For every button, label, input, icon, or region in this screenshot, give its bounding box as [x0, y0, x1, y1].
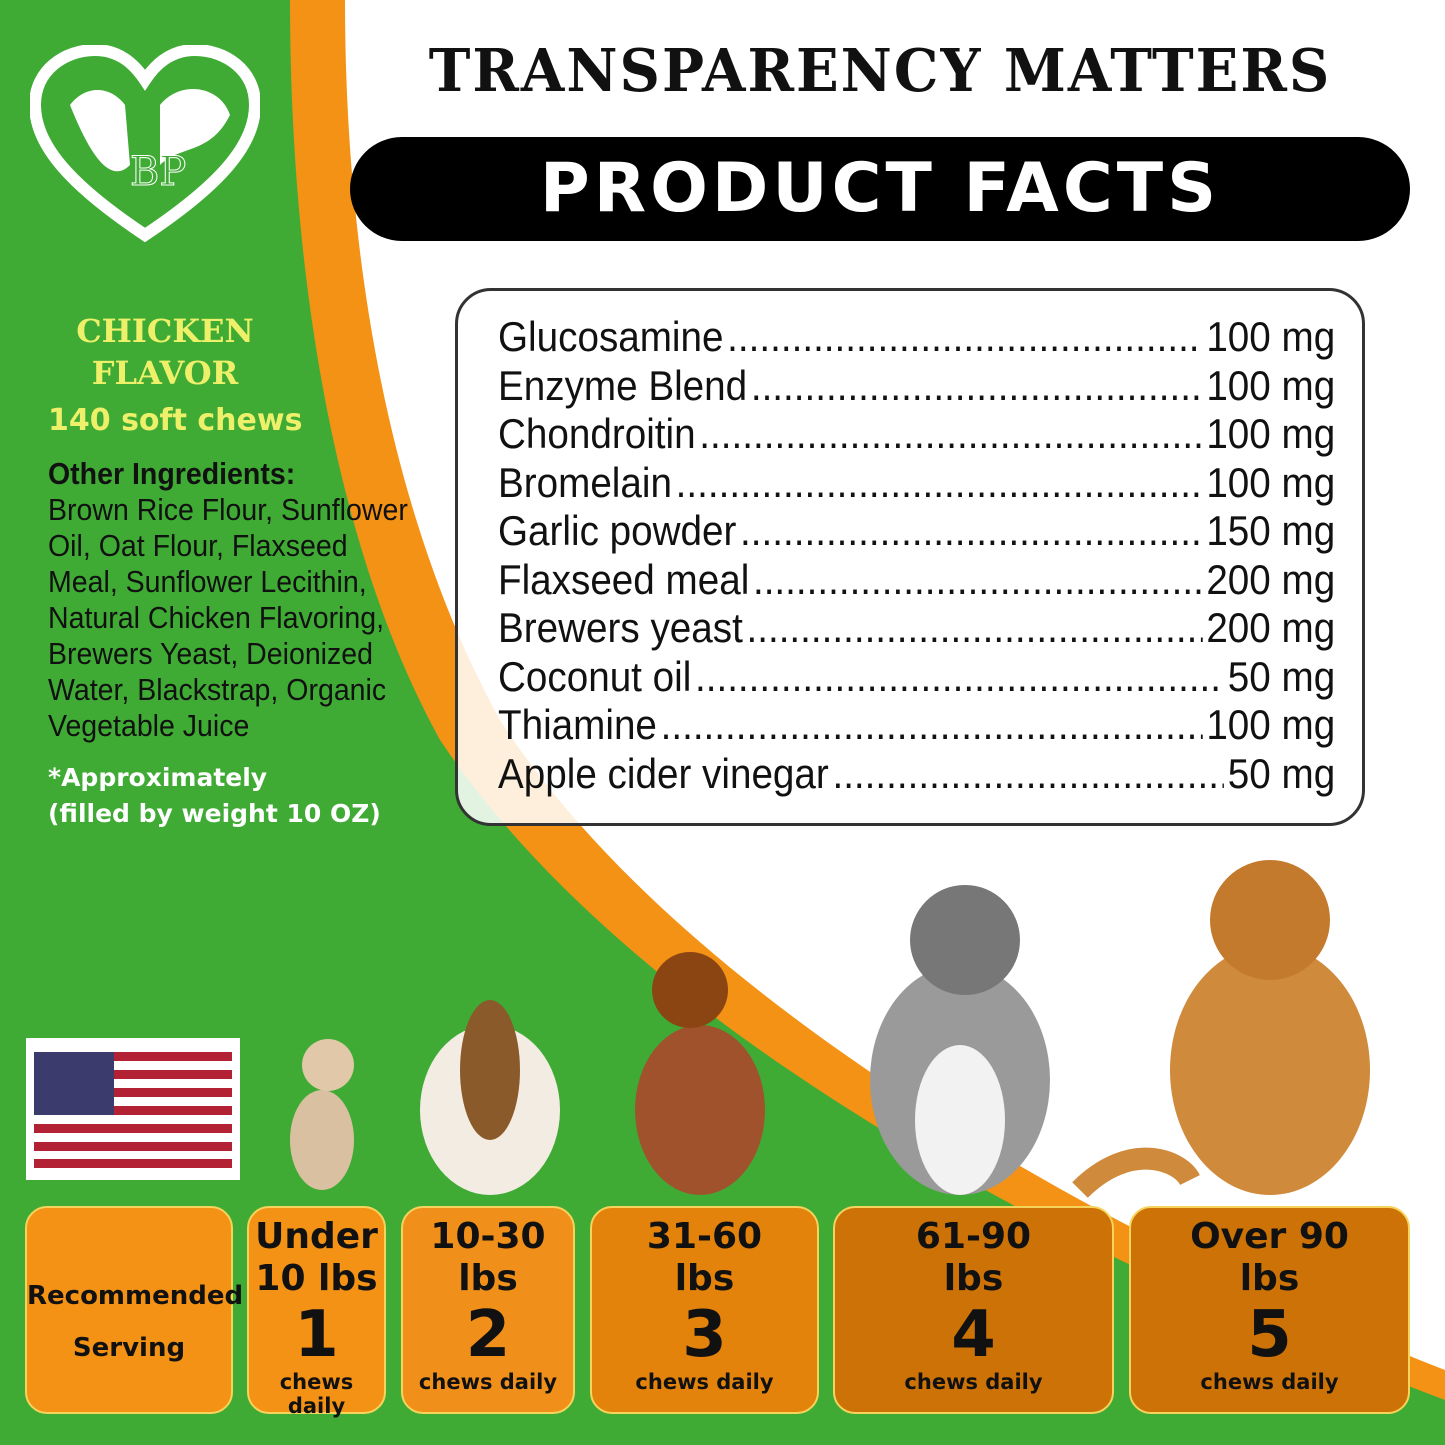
fact-row: Flaxseed meal 200 mg: [498, 556, 1335, 605]
cocker-spaniel-image: [635, 952, 765, 1195]
fact-amount: 100 mg: [1206, 410, 1336, 457]
dot-leader: [740, 507, 1203, 556]
fact-name: Flaxseed meal: [498, 555, 750, 603]
fact-row: Chondroitin 100 mg: [498, 410, 1335, 459]
fact-row: Brewers yeast 200 mg: [498, 604, 1335, 653]
fact-amount: 150 mg: [1206, 507, 1336, 554]
fact-name: Chondroitin: [498, 410, 696, 457]
fact-row: Apple cider vinegar 50 mg: [498, 750, 1335, 799]
flavor-label: CHICKEN FLAVOR: [40, 310, 290, 394]
fact-name: Thiamine: [498, 701, 657, 748]
shih-tzu-image: [420, 1000, 560, 1195]
fact-name: Garlic powder: [498, 507, 737, 554]
tier-unit: chews daily: [904, 1370, 1043, 1394]
tier-unit: chews daily: [1200, 1370, 1339, 1394]
fact-amount: 100 mg: [1206, 458, 1336, 506]
tier-count: 5: [1247, 1298, 1292, 1372]
fact-amount: 200 mg: [1206, 604, 1336, 651]
other-ingredients: Other Ingredients: Brown Rice Flour, Sun…: [48, 456, 416, 744]
fact-name: Glucosamine: [498, 313, 724, 360]
approx-note: *Approximately (filled by weight 10 OZ): [48, 760, 381, 832]
tier-weight-unit: lbs: [1239, 1258, 1300, 1299]
tier-unit: chews daily: [418, 1370, 558, 1394]
dot-leader: [661, 701, 1203, 750]
serving-tier: Under 10 lbs 1 chews daily: [247, 1206, 386, 1418]
serving-tier: Over 90 lbs 5 chews daily: [1129, 1206, 1410, 1414]
fact-name: Apple cider vinegar: [498, 749, 829, 797]
headline: TRANSPARENCY MATTERS: [428, 36, 1332, 106]
tier-unit: chews daily: [279, 1370, 354, 1418]
heart-cat-dog-logo: BP: [30, 45, 260, 243]
dot-leader: [676, 459, 1203, 508]
tier-weight-unit: 10 lbs: [255, 1258, 378, 1299]
approx-line: (filled by weight 10 OZ): [48, 799, 381, 828]
fact-row: Enzyme Blend 100 mg: [498, 362, 1335, 411]
fact-amount: 100 mg: [1206, 701, 1336, 748]
dogs-illustration: [290, 860, 1370, 1199]
dot-leader: [727, 313, 1202, 362]
fact-row: Glucosamine 100 mg: [498, 313, 1335, 362]
serving-tier: 61-90 lbs 4 chews daily: [833, 1206, 1114, 1414]
dot-leader: [753, 556, 1203, 605]
tier-count: 2: [465, 1298, 511, 1372]
serving-tier: 10-30 lbs 2 chews daily: [401, 1206, 575, 1414]
tier-weight: Over 90: [1190, 1216, 1349, 1257]
fact-amount: 50 mg: [1227, 652, 1336, 700]
fact-amount: 200 mg: [1206, 555, 1336, 603]
tier-weight-unit: lbs: [674, 1258, 735, 1299]
chew-count: 140 soft chews: [48, 403, 303, 438]
tier-unit: chews daily: [635, 1370, 774, 1394]
tier-weight-unit: lbs: [458, 1258, 518, 1299]
golden-retriever-image: [1072, 860, 1370, 1199]
fact-row: Thiamine 100 mg: [498, 701, 1335, 750]
husky-image: [870, 885, 1050, 1195]
svg-text:BP: BP: [130, 149, 186, 195]
fact-amount: 100 mg: [1206, 361, 1336, 409]
fact-name: Brewers yeast: [498, 604, 743, 651]
fact-row: Garlic powder 150 mg: [498, 507, 1335, 556]
flavor-line: FLAVOR: [91, 354, 239, 392]
other-ingredients-heading: Other Ingredients:: [48, 456, 296, 491]
fact-name: Bromelain: [498, 458, 672, 506]
tier-count: 4: [951, 1298, 996, 1372]
serving-label-line: Recommended: [27, 1281, 244, 1311]
fact-row: Bromelain 100 mg: [498, 459, 1335, 508]
tier-weight: 31-60: [646, 1216, 763, 1257]
fact-name: Coconut oil: [498, 652, 692, 700]
dot-leader: [695, 653, 1224, 702]
dot-leader: [699, 410, 1202, 459]
fact-row: Coconut oil 50 mg: [498, 653, 1335, 702]
chihuahua-image: [290, 1039, 354, 1190]
product-facts-banner: PRODUCT FACTS: [350, 137, 1410, 241]
tier-weight: 61-90: [915, 1216, 1032, 1257]
fact-amount: 100 mg: [1206, 313, 1336, 360]
approx-line: *Approximately: [48, 763, 268, 792]
us-flag-icon: [26, 1038, 240, 1180]
serving-tier: 31-60 lbs 3 chews daily: [590, 1206, 819, 1414]
flavor-line: CHICKEN: [76, 312, 254, 350]
tier-weight-unit: lbs: [943, 1258, 1004, 1299]
tier-count: 1: [294, 1298, 339, 1372]
other-ingredients-text: Brown Rice Flour, Sunflower Oil, Oat Flo…: [48, 492, 408, 743]
serving-label-line: Serving: [72, 1333, 186, 1363]
dot-leader: [746, 604, 1202, 653]
tier-count: 3: [682, 1298, 727, 1372]
fact-amount: 50 mg: [1227, 749, 1336, 797]
dot-leader: [751, 362, 1203, 411]
dot-leader: [832, 750, 1224, 799]
recommended-serving-label: Recommended Serving: [25, 1206, 244, 1414]
fact-name: Enzyme Blend: [498, 361, 748, 409]
tier-weight: Under: [255, 1216, 378, 1257]
tier-weight: 10-30: [430, 1216, 546, 1257]
